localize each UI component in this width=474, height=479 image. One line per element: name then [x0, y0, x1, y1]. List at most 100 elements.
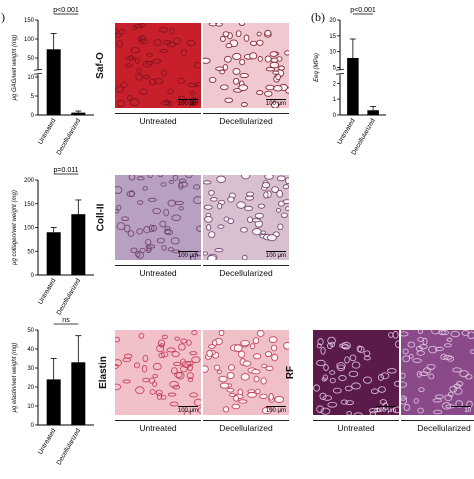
scale-bar [376, 405, 396, 407]
cell-lacuna [172, 37, 181, 45]
chart-collagen: 0 50 100 150 200 μg collagen/wet weight (mg) U… [0, 160, 110, 325]
cell-lacuna [206, 349, 213, 358]
cell-lacuna [240, 373, 250, 381]
cell-lacuna [133, 362, 141, 369]
cell-lacuna [160, 395, 167, 400]
cell-lacuna [139, 88, 148, 95]
cell-lacuna [353, 412, 363, 415]
cell-lacuna [222, 64, 228, 71]
cell-lacuna [415, 346, 423, 352]
cell-lacuna [470, 349, 474, 355]
cell-lacuna [115, 85, 124, 93]
cell-lacuna [115, 359, 122, 367]
cell-lacuna [276, 175, 286, 182]
scale-bar [451, 405, 471, 407]
cell-lacuna [215, 23, 223, 27]
y-tick-label: 50 [27, 56, 34, 62]
significance-label: p<0.001 [350, 7, 376, 14]
cell-lacuna [122, 357, 132, 363]
y-tick-label: 200 [24, 178, 35, 184]
cell-lacuna [208, 231, 216, 239]
cell-lacuna [161, 334, 168, 340]
cell-lacuna [167, 392, 177, 397]
y-tick-label: 15 [329, 34, 336, 40]
scale-bar [266, 250, 286, 252]
cell-lacuna [121, 216, 130, 222]
cell-lacuna [115, 364, 119, 369]
cell-lacuna [162, 39, 172, 45]
cell-lacuna [219, 35, 226, 42]
cell-lacuna [466, 400, 473, 408]
cell-lacuna [377, 374, 384, 381]
cell-lacuna [339, 343, 349, 349]
cell-lacuna [428, 373, 435, 380]
cell-lacuna [453, 387, 463, 395]
cell-lacuna [388, 332, 394, 338]
cell-lacuna [124, 63, 133, 68]
cell-lacuna [249, 343, 256, 350]
cell-lacuna [191, 330, 198, 336]
cell-lacuna [152, 207, 162, 215]
cell-lacuna [120, 81, 128, 88]
cell-lacuna [256, 90, 264, 96]
micrograph-decellularized: 100 μm [203, 330, 289, 415]
cell-lacuna [252, 337, 260, 345]
cell-lacuna [277, 223, 284, 231]
cell-lacuna [327, 336, 336, 345]
image-label-decellularized: Decellularized [219, 116, 273, 126]
micrograph-decellularized: 100 μm [203, 23, 289, 108]
cell-lacuna [251, 369, 261, 375]
significance-label: ns [62, 317, 70, 324]
cell-lacuna [402, 348, 409, 355]
cell-lacuna [346, 411, 353, 415]
cell-lacuna [167, 88, 174, 95]
cell-lacuna [247, 216, 254, 223]
y-tick-label: 10 [27, 75, 34, 81]
cell-lacuna [210, 197, 218, 202]
cell-lacuna [321, 377, 327, 382]
cell-lacuna [374, 408, 382, 413]
cell-lacuna [156, 237, 166, 244]
cell-lacuna [128, 175, 136, 181]
cell-lacuna [196, 225, 201, 232]
cell-lacuna [241, 175, 251, 180]
cell-lacuna [169, 27, 175, 35]
cell-lacuna [175, 371, 185, 380]
cell-lacuna [189, 351, 198, 356]
cell-lacuna [413, 398, 419, 404]
cell-lacuna [220, 84, 229, 91]
cell-lacuna [243, 34, 250, 42]
cell-lacuna [275, 73, 281, 81]
cell-lacuna [224, 97, 234, 103]
cell-lacuna [393, 380, 399, 387]
cell-lacuna [232, 67, 241, 75]
cell-lacuna [255, 388, 261, 395]
cell-lacuna [249, 52, 258, 60]
cell-lacuna [164, 99, 170, 106]
image-label-untreated: Untreated [139, 268, 177, 278]
chart-elastin: 0 10 20 30 40 50 μg elastin/wet weight (mg) Unt… [0, 315, 110, 479]
cell-lacuna [208, 189, 215, 196]
cell-lacuna [440, 353, 447, 360]
cell-lacuna [170, 237, 180, 245]
cell-lacuna [214, 248, 224, 253]
cell-lacuna [247, 392, 257, 398]
image-underline [115, 113, 201, 114]
micrograph-texture [115, 23, 201, 108]
cell-lacuna [138, 332, 145, 339]
cell-lacuna [163, 228, 171, 235]
cell-lacuna [186, 339, 192, 346]
cell-lacuna [401, 381, 408, 388]
cell-lacuna [261, 406, 272, 415]
cell-lacuna [178, 95, 185, 102]
cell-lacuna [416, 370, 422, 378]
cell-lacuna [235, 30, 242, 38]
cell-lacuna [218, 375, 228, 383]
cell-lacuna [377, 386, 386, 393]
cell-lacuna [273, 85, 283, 92]
cell-lacuna [167, 101, 173, 107]
cell-lacuna [269, 51, 278, 57]
cell-lacuna [145, 60, 154, 65]
cell-lacuna [195, 250, 201, 257]
cell-lacuna [271, 101, 280, 108]
